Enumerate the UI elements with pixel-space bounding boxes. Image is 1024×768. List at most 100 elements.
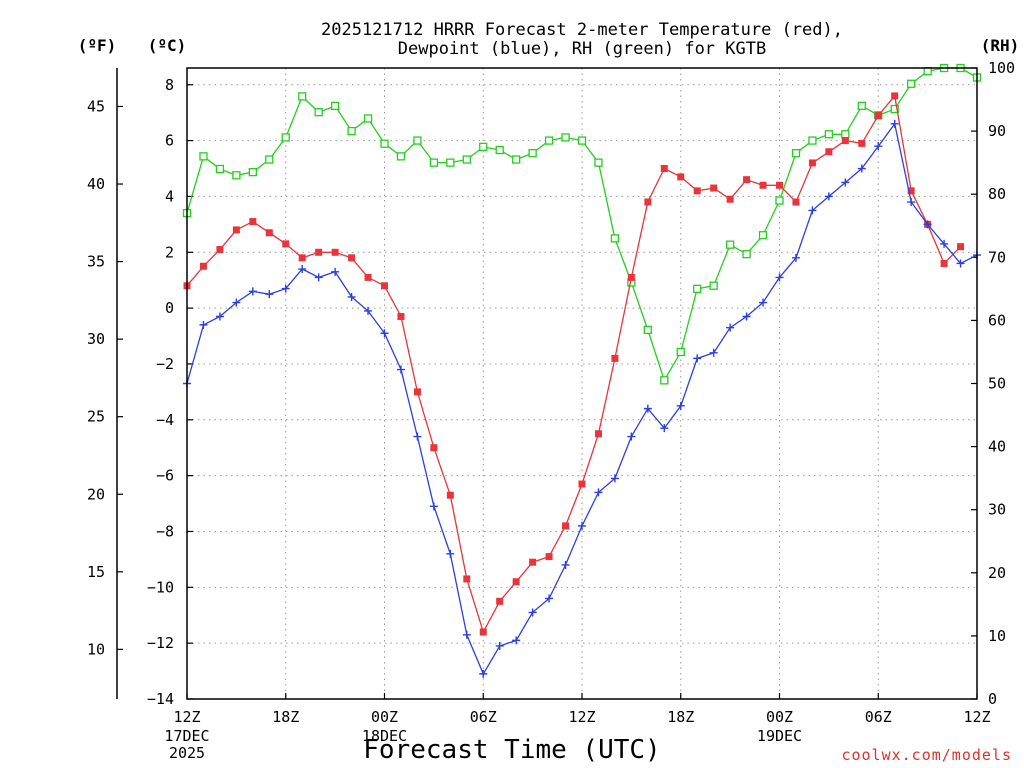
rh-point <box>462 155 471 164</box>
rh-tick-label: 60 <box>988 311 1006 329</box>
temperature-point <box>660 165 668 173</box>
rh-point <box>380 139 389 148</box>
dewpoint-point <box>824 192 833 201</box>
grid-lines <box>187 68 977 699</box>
x-tick-label: 00Z <box>766 708 793 726</box>
temperature-point <box>644 198 652 206</box>
temperature-point <box>759 181 767 189</box>
rh-tick-label: 30 <box>988 501 1006 519</box>
rh-tick-label: 80 <box>988 185 1006 203</box>
temperature-point <box>249 218 257 226</box>
rh-point <box>758 231 768 240</box>
rh-tick-label: 0 <box>988 690 997 708</box>
temperature-point <box>364 273 372 281</box>
chart-title-line2: Dewpoint (blue), RH (green) for KGTB <box>398 39 766 59</box>
celsius-tick-label: −10 <box>147 578 174 596</box>
x-tick-label: 18Z <box>272 708 299 726</box>
rh-point <box>742 249 751 259</box>
dewpoint-point <box>759 298 768 307</box>
temperature-point <box>841 137 849 145</box>
rh-point <box>479 142 488 152</box>
dewpoint-point <box>429 502 438 511</box>
dewpoint-point <box>215 312 224 321</box>
fahrenheit-tick-label: 15 <box>87 563 105 581</box>
dewpoint-point <box>594 488 603 497</box>
rh-point <box>347 126 356 136</box>
dewpoint-point <box>364 306 373 315</box>
axes: 86420−2−4−6−8−10−12−14454035302520151010… <box>87 59 1015 762</box>
temperature-point <box>874 111 882 119</box>
dewpoint-point <box>857 164 866 173</box>
rh-point <box>660 376 669 385</box>
temperature-point <box>496 597 504 605</box>
dewpoint-point <box>232 298 241 307</box>
dewpoint-point <box>479 669 488 678</box>
rh-point <box>709 281 718 290</box>
rh-point <box>808 136 817 145</box>
rh-point <box>561 133 570 142</box>
rh-point <box>594 158 603 167</box>
x-tick-label: 18Z <box>667 708 694 726</box>
fahrenheit-tick-label: 25 <box>87 408 105 426</box>
temperature-point <box>907 187 915 195</box>
dewpoint-point <box>446 549 455 558</box>
temperature-point <box>677 173 685 181</box>
temperature-point <box>710 184 718 192</box>
temperature-point <box>282 240 290 248</box>
rh-point <box>643 325 652 335</box>
temperature-series <box>183 92 965 636</box>
rh-point <box>248 167 257 177</box>
rh-point <box>693 284 702 294</box>
dewpoint-point <box>199 320 208 329</box>
rh-point <box>890 104 899 114</box>
temperature-point <box>430 444 438 452</box>
rh-point <box>363 114 373 123</box>
temperature-point <box>594 430 602 438</box>
dewpoint-point <box>545 594 554 603</box>
temperature-point <box>479 628 487 636</box>
rh-point <box>281 133 290 142</box>
dewpoint-point <box>331 267 340 276</box>
rh-point <box>676 347 685 357</box>
dewpoint-point <box>265 290 274 299</box>
dewpoint-point <box>956 259 965 268</box>
celsius-tick-label: −2 <box>156 355 174 373</box>
rh-point <box>528 149 537 158</box>
x-tick-label: 12Z <box>173 708 200 726</box>
temperature-point <box>611 354 619 362</box>
dewpoint-point <box>693 354 702 363</box>
rh-point <box>824 130 834 139</box>
celsius-tick-label: 4 <box>165 187 174 205</box>
temperature-point <box>825 148 833 156</box>
rh-point <box>314 108 323 117</box>
temperature-point <box>512 578 520 586</box>
dewpoint-point <box>660 424 669 433</box>
dewpoint-point <box>380 329 389 338</box>
dewpoint-point <box>528 608 537 617</box>
temperature-point <box>792 198 800 206</box>
temperature-point <box>562 522 570 530</box>
dewpoint-point <box>676 401 685 410</box>
rh-point <box>215 164 225 174</box>
fahrenheit-tick-label: 20 <box>87 485 105 503</box>
plot-frame <box>186 67 978 700</box>
dewpoint-point <box>610 474 619 483</box>
dewpoint-series <box>183 119 981 678</box>
rh-point <box>610 234 620 243</box>
temperature-point <box>578 480 586 488</box>
rh-tick-label: 70 <box>988 248 1006 266</box>
dewpoint-point <box>907 198 916 207</box>
x-tick-label: 00Z <box>371 708 398 726</box>
temperature-point <box>858 139 866 147</box>
temperature-point <box>545 553 553 561</box>
dewpoint-point <box>742 312 751 321</box>
celsius-tick-label: −12 <box>147 634 174 652</box>
temperature-point <box>232 226 240 234</box>
dewpoint-point <box>314 273 323 282</box>
fahrenheit-unit-label: (ºF) <box>78 36 117 55</box>
celsius-tick-label: 6 <box>165 132 174 150</box>
temperature-point <box>726 195 734 203</box>
dewpoint-point <box>298 265 307 274</box>
rh-point <box>577 136 587 145</box>
rh-point <box>429 158 439 167</box>
